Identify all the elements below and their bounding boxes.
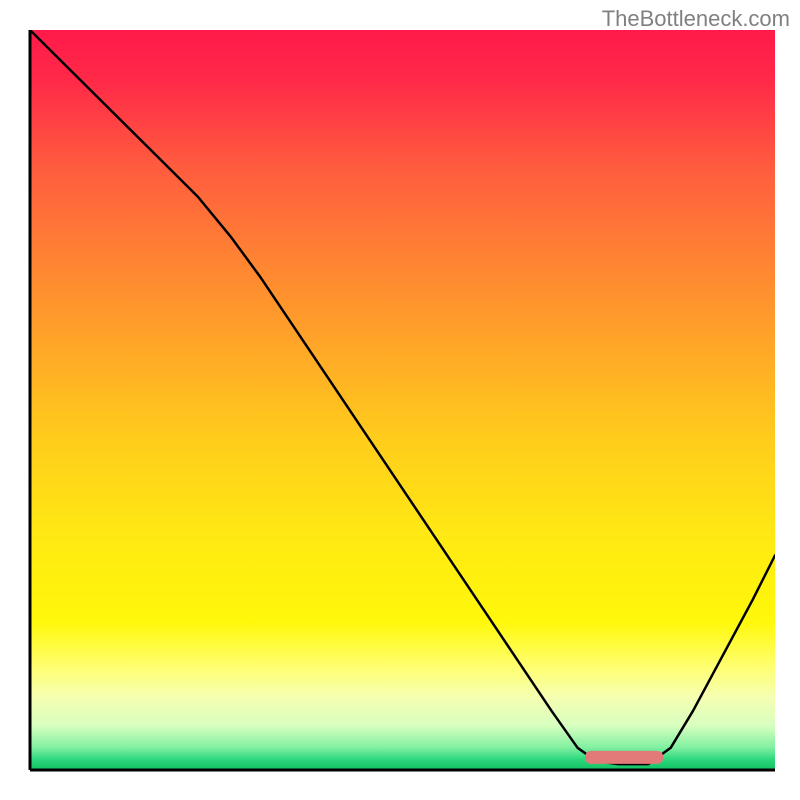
axes [0, 0, 800, 800]
chart-container: TheBottleneck.com [0, 0, 800, 800]
watermark-text: TheBottleneck.com [602, 6, 790, 32]
